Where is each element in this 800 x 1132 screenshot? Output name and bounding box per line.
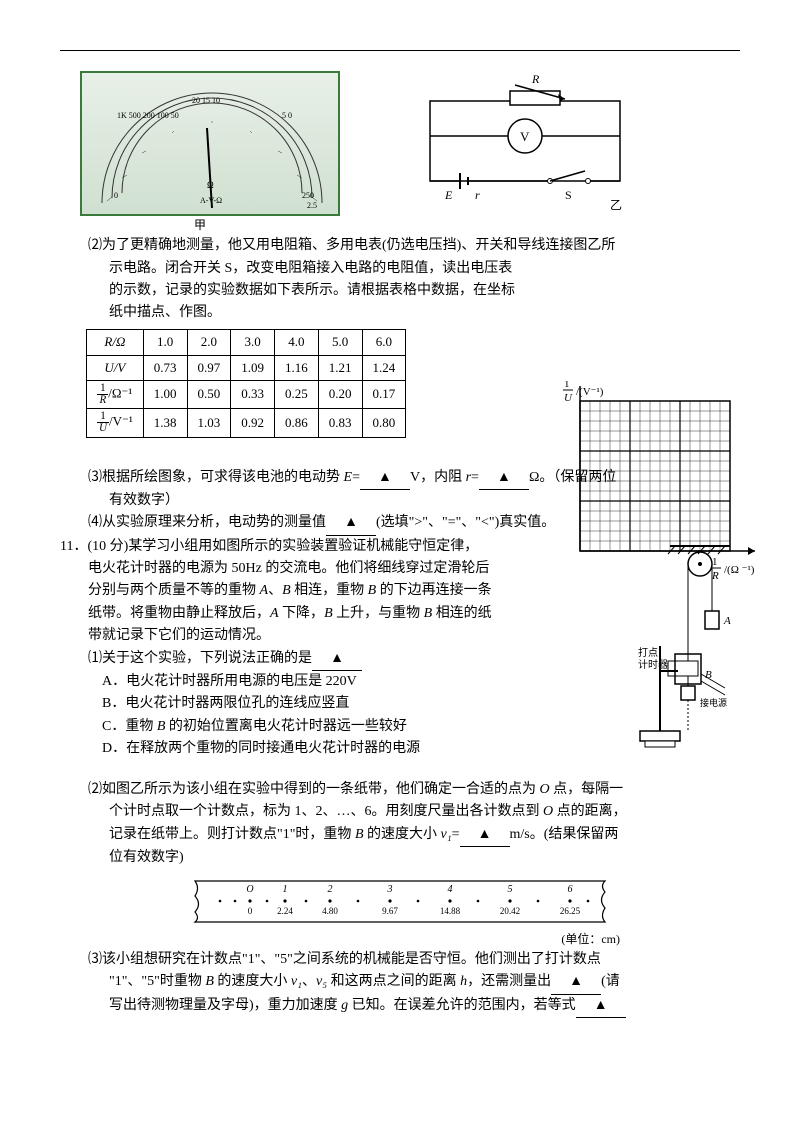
svg-text:V: V xyxy=(520,129,530,144)
option-d: D．在释放两个重物的同时接通电火花计时器的电源 xyxy=(60,738,590,760)
svg-text:1: 1 xyxy=(283,884,288,895)
svg-text:5: 5 xyxy=(508,884,513,895)
q11-l3: 分别与两个质量不等的重物 A、B 相连，重物 B 的下边再连接一条 xyxy=(60,580,590,602)
q11-3-l2: "1"、"5"时重物 B 的速度大小 v₁、v₅ 和这两点之间的距离 h，还需测… xyxy=(60,971,740,994)
svg-text:20.42: 20.42 xyxy=(500,906,520,916)
q11-stem: 11．(10 分)某学习小组用如图所示的实验装置验证机械能守恒定律， xyxy=(60,536,590,558)
svg-text:1: 1 xyxy=(564,381,570,390)
q11-2-l1: ⑵如图乙所示为该小组在实验中得到的一条纸带，他们确定一合适的点为 O 点，每隔一 xyxy=(60,779,740,801)
meter-caption: 甲 xyxy=(60,216,340,235)
svg-text:2.5: 2.5 xyxy=(307,201,317,210)
q11-2-l3: 记录在纸带上。则打计数点"1"时，重物 B 的速度大小 v₁=▲m/s。(结果保… xyxy=(60,824,740,847)
q11-3-l3: 写出待测物理量及字母)，重力加速度 g 已知。在误差允许的范围内，若等式▲ xyxy=(60,995,740,1018)
svg-text:4.80: 4.80 xyxy=(322,906,338,916)
q11-2-l4: 位有效数字) xyxy=(60,847,740,869)
svg-text:2.24: 2.24 xyxy=(277,906,293,916)
svg-text:r: r xyxy=(475,188,480,202)
svg-text:2: 2 xyxy=(328,884,333,895)
graph-paper: 1 U /(V⁻¹) 1 xyxy=(560,381,760,581)
svg-text:14.88: 14.88 xyxy=(440,906,461,916)
multimeter-dial: 1K 500 200 100 50 20 15 10 5 0 Ω A-V-Ω 0… xyxy=(80,71,340,216)
svg-text:4: 4 xyxy=(448,884,453,895)
svg-text:0: 0 xyxy=(114,191,118,200)
svg-text:计时器: 计时器 xyxy=(638,658,668,671)
tape-unit: (单位：cm) xyxy=(60,930,740,949)
svg-text:B: B xyxy=(705,669,712,681)
svg-text:打点: 打点 xyxy=(638,646,658,659)
svg-text:26.25: 26.25 xyxy=(560,906,581,916)
q11-l4: 纸带。将重物由静止释放后，A 下降，B 上升，与重物 B 相连的纸 xyxy=(60,603,590,625)
svg-text:20 15 10: 20 15 10 xyxy=(192,96,220,105)
svg-text:U: U xyxy=(564,392,573,404)
data-table: R/Ω 1.02.0 3.04.0 5.06.0 U/V 0.730.97 1.… xyxy=(86,329,406,438)
option-c: C．重物 B 的初始位置离电火花计时器远一些较好 xyxy=(60,716,590,738)
svg-text:250: 250 xyxy=(302,191,314,200)
option-a: A．电火花计时器所用电源的电压是 220V xyxy=(60,671,590,693)
q11-l2: 电火花计时器的电源为 50Hz 的交流电。他们将细线穿过定滑轮后 xyxy=(60,558,590,580)
svg-text:接电源: 接电源 xyxy=(700,697,727,708)
svg-text:Ω: Ω xyxy=(207,180,214,190)
svg-text:1K 500 200 100 50: 1K 500 200 100 50 xyxy=(117,111,179,120)
svg-text:9.67: 9.67 xyxy=(382,906,398,916)
svg-text:A: A xyxy=(723,615,731,627)
q11-1-stem: ⑴关于这个实验，下列说法正确的是▲ xyxy=(60,648,590,671)
q2-line2: 示电路。闭合开关 S，改变电阻箱接入电路的电阻值，读出电压表 xyxy=(60,258,740,280)
q11-2-l2: 个计时点取一个计数点，标为 1、2、…、6。用刻度尺量出各计数点到 O 点的距离… xyxy=(60,801,740,823)
paper-tape: O 1 2 3 4 5 6 0 2.24 4.80 9.67 14.88 20.42 26.25 xyxy=(190,876,610,924)
svg-text:1: 1 xyxy=(712,556,718,568)
svg-text:R: R xyxy=(711,570,719,581)
q2-line4: 纸中描点、作图。 xyxy=(60,302,740,324)
svg-text:S: S xyxy=(565,188,572,202)
svg-text:3: 3 xyxy=(387,884,393,895)
svg-text:6: 6 xyxy=(568,884,573,895)
svg-text:0: 0 xyxy=(248,906,253,916)
option-b: B．电火花计时器两限位孔的连线应竖直 xyxy=(60,693,590,715)
svg-text:O: O xyxy=(246,884,253,895)
svg-text:/(Ω ⁻¹): /(Ω ⁻¹) xyxy=(724,564,755,576)
q11-l5: 带就记录下它们的运动情况。 xyxy=(60,625,590,647)
svg-text:A-V-Ω: A-V-Ω xyxy=(200,196,222,205)
circuit-diagram: R V E r S 乙 xyxy=(400,71,650,211)
q11-3-l1: ⑶该小组想研究在计数点"1"、"5"之间系统的机械能是否守恒。他们测出了打计数点 xyxy=(60,949,740,971)
svg-text:E: E xyxy=(444,188,453,202)
svg-text:5 0: 5 0 xyxy=(282,111,292,120)
svg-text:乙: 乙 xyxy=(610,198,622,211)
q2-line3: 的示数，记录的实验数据如下表所示。请根据表格中数据，在坐标 xyxy=(60,280,740,302)
q2-line1: ⑵为了更精确地测量，他又用电阻箱、多用电表(仍选电压挡)、开关和导线连接图乙所 xyxy=(60,235,740,257)
svg-text:R: R xyxy=(531,72,540,86)
